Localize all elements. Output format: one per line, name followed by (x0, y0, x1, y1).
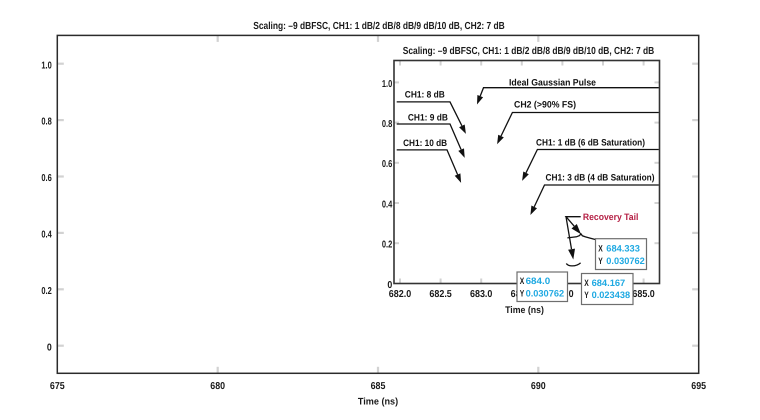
svg-text:CH1: 10 dB: CH1: 10 dB (403, 138, 447, 148)
svg-text:Scaling: –9 dBFSC, CH1: 1 dB/2: Scaling: –9 dBFSC, CH1: 1 dB/2 dB/8 dB/9… (403, 46, 655, 57)
svg-text:1.0: 1.0 (382, 79, 393, 90)
svg-text:Recovery Tail: Recovery Tail (583, 212, 639, 222)
svg-text:675: 675 (50, 381, 65, 392)
svg-text:Y: Y (584, 290, 589, 300)
svg-text:Time (ns): Time (ns) (505, 305, 544, 316)
svg-text:CH1: 8 dB: CH1: 8 dB (405, 89, 445, 99)
svg-text:X: X (598, 243, 603, 253)
svg-text:0.8: 0.8 (382, 119, 393, 130)
svg-text:0.2: 0.2 (382, 240, 393, 251)
svg-text:0: 0 (387, 280, 392, 291)
svg-text:690: 690 (531, 381, 546, 392)
svg-text:Y: Y (520, 288, 525, 298)
svg-text:0.2: 0.2 (41, 286, 52, 297)
svg-text:684.333: 684.333 (606, 243, 640, 253)
svg-text:680: 680 (210, 381, 225, 392)
svg-text:0: 0 (47, 342, 52, 353)
svg-text:X: X (584, 278, 589, 288)
svg-text:682.0: 682.0 (389, 289, 412, 300)
svg-text:1.0: 1.0 (41, 60, 52, 71)
svg-text:684.0: 684.0 (526, 276, 551, 286)
svg-text:0.030762: 0.030762 (606, 256, 645, 266)
svg-text:0.023438: 0.023438 (592, 290, 631, 300)
svg-text:0.4: 0.4 (382, 199, 393, 210)
svg-text:0.6: 0.6 (41, 173, 52, 184)
svg-text:Time (ns): Time (ns) (358, 397, 398, 408)
svg-text:X: X (520, 276, 525, 286)
svg-text:684.167: 684.167 (592, 278, 626, 288)
svg-text:CH1: 3 dB (4 dB Saturation): CH1: 3 dB (4 dB Saturation) (546, 172, 655, 182)
svg-text:685.0: 685.0 (632, 289, 655, 300)
svg-text:Scaling: –9 dBFSC, CH1: 1 dB/2: Scaling: –9 dBFSC, CH1: 1 dB/2 dB/8 dB/9… (253, 21, 505, 32)
svg-text:682.5: 682.5 (429, 289, 452, 300)
svg-text:CH1: 9 dB: CH1: 9 dB (408, 112, 448, 122)
svg-text:CH1: 1 dB (6 dB Saturation): CH1: 1 dB (6 dB Saturation) (536, 138, 645, 148)
svg-text:685: 685 (371, 381, 386, 392)
svg-text:Y: Y (598, 256, 603, 266)
svg-text:695: 695 (691, 381, 706, 392)
svg-text:0.6: 0.6 (382, 159, 393, 170)
svg-text:0.030762: 0.030762 (526, 288, 565, 298)
svg-text:CH2 (>90% FS): CH2 (>90% FS) (514, 100, 576, 110)
svg-text:683.0: 683.0 (470, 289, 493, 300)
svg-text:0.4: 0.4 (41, 230, 52, 241)
svg-text:0.8: 0.8 (41, 117, 52, 128)
svg-text:Ideal Gaussian Pulse: Ideal Gaussian Pulse (509, 77, 596, 87)
